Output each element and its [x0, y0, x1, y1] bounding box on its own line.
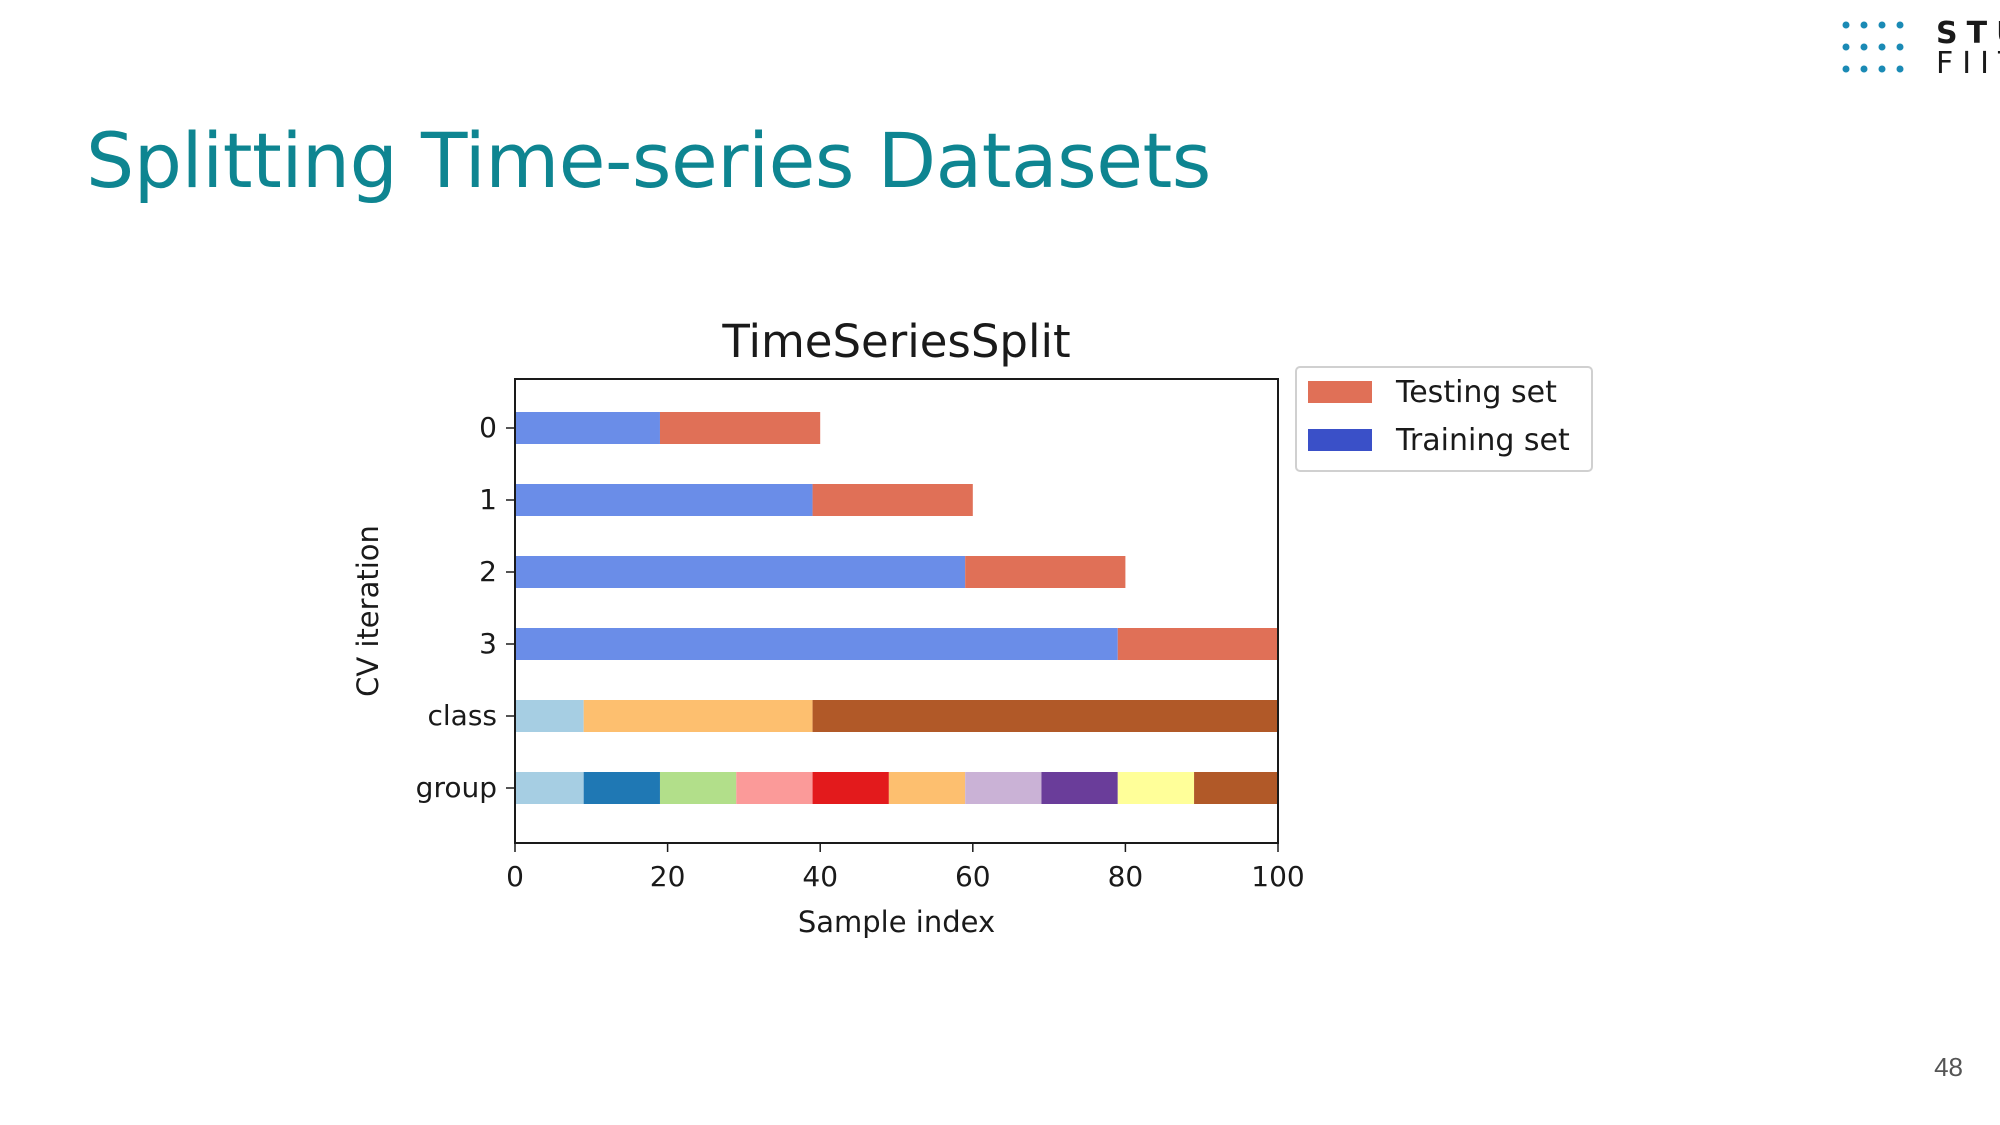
logo-dot — [1896, 65, 1904, 73]
bar-segment — [515, 412, 660, 444]
bar-segment — [736, 772, 813, 804]
chart-legend: Testing set Training set — [1295, 366, 1593, 472]
logo-dot — [1842, 43, 1850, 51]
bar-segment — [583, 772, 660, 804]
bar-segment — [659, 412, 821, 444]
y-tick-label: group — [416, 771, 497, 804]
logo-dot — [1878, 43, 1886, 51]
bar-segment — [659, 772, 737, 804]
logo-text-stu: STU — [1936, 16, 2000, 51]
bar-segment — [515, 628, 1118, 660]
logo-dot — [1860, 65, 1868, 73]
logo-dot — [1878, 65, 1886, 73]
bar-segment — [583, 700, 813, 732]
x-tick-label: 40 — [802, 860, 838, 893]
y-tick-label: 1 — [479, 483, 497, 516]
bar-segment — [515, 484, 813, 516]
bar-segment — [965, 772, 1042, 804]
slide-title: Splitting Time-series Datasets — [86, 116, 1211, 205]
bar-segment — [1117, 772, 1195, 804]
bar-segment — [1194, 772, 1278, 804]
bar-segment — [1117, 628, 1278, 660]
x-tick-label: 0 — [506, 860, 524, 893]
logo-dots-icon — [1842, 21, 1904, 73]
legend-label: Training set — [1395, 423, 1570, 458]
x-axis-label: Sample index — [798, 905, 995, 939]
logo-dot — [1842, 21, 1850, 29]
bar-segment — [1041, 772, 1118, 804]
y-tick-label: 2 — [479, 555, 497, 588]
x-tick-label: 20 — [650, 860, 686, 893]
logo-dot — [1896, 43, 1904, 51]
logo-dot — [1860, 21, 1868, 29]
logo-dot — [1842, 65, 1850, 73]
logo-dot — [1860, 43, 1868, 51]
y-axis-label: CV iteration — [351, 525, 385, 697]
chart-title: TimeSeriesSplit — [721, 315, 1070, 368]
legend-swatch — [1308, 429, 1372, 451]
y-tick-label: 0 — [479, 411, 497, 444]
x-tick-label: 60 — [955, 860, 991, 893]
page-number: 48 — [1934, 1052, 1963, 1082]
bar-segment — [888, 772, 966, 804]
y-tick-label: 3 — [479, 627, 497, 660]
y-tick-label: class — [427, 699, 497, 732]
x-tick-label: 80 — [1108, 860, 1144, 893]
logo-text-fiit: FIIT — [1936, 46, 2000, 81]
plot-frame — [514, 378, 1279, 844]
legend-label: Testing set — [1395, 375, 1557, 410]
bar-segment — [515, 556, 966, 588]
logo-dot — [1878, 21, 1886, 29]
bar-segment — [515, 772, 584, 804]
stu-fiit-logo: STU FIIT — [1838, 16, 2000, 81]
bar-segment — [812, 700, 1278, 732]
legend-swatch — [1308, 381, 1372, 403]
bar-segment — [812, 484, 973, 516]
x-tick-label: 100 — [1251, 860, 1304, 893]
bar-segment — [965, 556, 1126, 588]
bar-segment — [515, 700, 584, 732]
logo-dot — [1896, 21, 1904, 29]
bar-segment — [812, 772, 889, 804]
